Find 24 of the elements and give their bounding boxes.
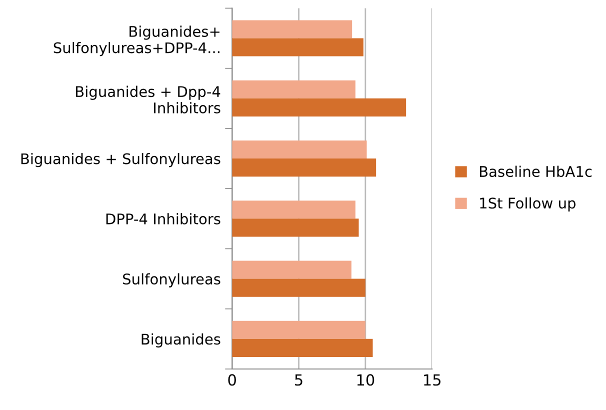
x-tick-label: 5 [295,374,302,386]
bar [232,218,359,237]
y-tick-label: Sulfonylureas [123,273,220,288]
bar [232,338,373,357]
y-tick-label: Biguanides [142,333,220,348]
bar [232,38,364,56]
legend-label: Baseline HbA1c [480,166,592,178]
y-tick-label: DPP-4 Inhibitors [106,213,220,224]
bar [232,140,367,159]
x-tick-label: 15 [424,374,440,386]
bar [232,260,352,279]
bar [232,158,376,177]
x-tick-label: 0 [228,374,236,386]
bar [232,278,366,297]
bar [232,80,356,98]
bar [232,200,356,219]
bar [232,20,352,38]
bar [232,98,406,116]
x-tick-label: 10 [357,374,374,386]
y-tick-label: Biguanides+ Sulfonylureas+DPP-4... [54,26,220,56]
bar [232,320,366,339]
legend-label: 1St Follow up [480,197,576,212]
y-tick-label: Biguanides + Sulfonylureas [21,152,220,168]
y-tick-label: Biguanides + Dpp-4 Inhibitors [76,86,220,114]
